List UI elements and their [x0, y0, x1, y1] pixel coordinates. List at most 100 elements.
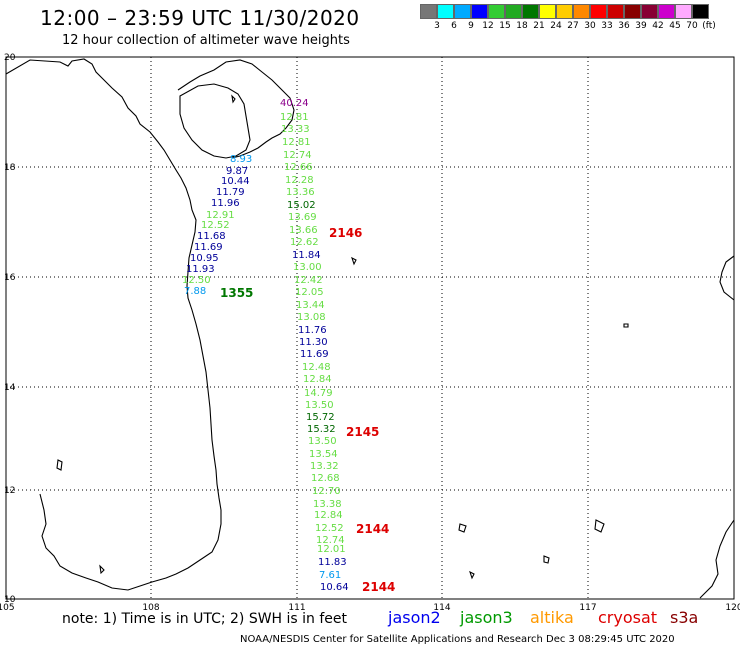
- wave-height-value: 11.30: [299, 337, 328, 348]
- colorbar-label: 70: [686, 21, 698, 31]
- map-subtitle: 12 hour collection of altimeter wave hei…: [62, 33, 350, 48]
- colorbar-label: 42: [652, 21, 664, 31]
- colorbar-label: 33: [601, 21, 613, 31]
- graticule: [6, 57, 734, 599]
- colorbar-label: 27: [567, 21, 579, 31]
- east-coastline-south: [699, 519, 735, 599]
- latitude-label: 18: [4, 163, 16, 173]
- colorbar-swatch: [454, 4, 471, 19]
- colorbar-label: 18: [516, 21, 528, 31]
- wave-height-value: 40.24: [280, 98, 309, 109]
- pass-time-label: 2144: [356, 522, 389, 536]
- wave-height-value: 12.62: [290, 237, 319, 248]
- colorbar-label: (ft): [702, 21, 716, 31]
- wave-height-value: 13.50: [305, 400, 334, 411]
- wave-height-value: 15.32: [307, 424, 336, 435]
- colorbar-label: 36: [618, 21, 630, 31]
- wave-height-value: 12.68: [311, 473, 340, 484]
- colorbar-swatch: [573, 4, 590, 19]
- colorbar-swatch: [505, 4, 522, 19]
- wave-height-value: 10.64: [320, 582, 349, 593]
- latitude-label: 16: [4, 273, 16, 283]
- wave-height-value: 12.91: [206, 210, 235, 221]
- wave-height-value: 13.38: [313, 499, 342, 510]
- wave-height-value: 12.66: [284, 162, 313, 173]
- colorbar-swatch: [556, 4, 573, 19]
- wave-height-value: 13.33: [281, 124, 310, 135]
- wave-height-value: 13.08: [297, 312, 326, 323]
- pass-time-label: 2146: [329, 226, 362, 240]
- latitude-label: 20: [4, 53, 16, 63]
- satellite-legend-altika: altika: [530, 608, 574, 627]
- wave-height-value: 13.69: [288, 212, 317, 223]
- axis-tick-labels: 105 108 111 114 117 120 20 18 16 14 12 10: [0, 53, 740, 613]
- wave-height-value: 13.00: [293, 262, 322, 273]
- wave-height-value: 12.52: [201, 220, 230, 231]
- colorbar-swatch: [471, 4, 488, 19]
- east-coastline: [719, 255, 735, 301]
- colorbar-label: 3: [434, 21, 440, 31]
- wave-height-value: 9.87: [226, 166, 248, 177]
- wave-height-value: 8.93: [230, 154, 252, 165]
- wave-height-value: 11.76: [298, 325, 327, 336]
- colorbar-swatch: [488, 4, 505, 19]
- wave-height-value: 12.81: [282, 137, 311, 148]
- wave-height-value: 10.95: [190, 253, 219, 264]
- colorbar-swatch: [641, 4, 658, 19]
- colorbar-swatch: [658, 4, 675, 19]
- wave-height-value: 12.84: [303, 374, 332, 385]
- colorbar-label: 9: [468, 21, 474, 31]
- colorbar-label: 24: [550, 21, 562, 31]
- colorbar-label: 12: [482, 21, 494, 31]
- wave-height-value: 11.68: [197, 231, 226, 242]
- wave-height-value: 12.42: [294, 275, 323, 286]
- colorbar-swatch: [539, 4, 556, 19]
- pass-time-label: 2144: [362, 580, 395, 594]
- colorbar-swatch: [590, 4, 607, 19]
- colorbar-swatch: [522, 4, 539, 19]
- longitude-label: 117: [579, 603, 596, 613]
- wave-height-value: 12.50: [182, 275, 211, 286]
- colorbar-swatch: [692, 4, 709, 19]
- map-title: 12:00 – 23:59 UTC 11/30/2020: [40, 6, 360, 30]
- colorbar-swatch: [420, 4, 437, 19]
- longitude-label: 105: [0, 603, 15, 613]
- pass-time-label: 1355: [220, 286, 253, 300]
- wave-height-value: 12.28: [285, 175, 314, 186]
- pass-time-labels: 2146 2145 2144 2144 1355: [220, 226, 395, 594]
- island: [458, 523, 467, 533]
- wave-height-value: 11.83: [318, 557, 347, 568]
- island: [469, 570, 475, 580]
- wave-height-value: 13.36: [286, 187, 315, 198]
- wave-height-value: 12.52: [315, 523, 344, 534]
- wave-height-value: 13.50: [308, 436, 337, 447]
- wave-height-value: 11.93: [186, 264, 215, 275]
- colorbar-swatch: [437, 4, 454, 19]
- wave-height-value: 12.01: [317, 544, 346, 555]
- colorbar-swatch: [675, 4, 692, 19]
- satellite-legend-cryosat: cryosat: [598, 608, 658, 627]
- colorbar-label: 6: [451, 21, 457, 31]
- wave-height-value: 11.69: [300, 349, 329, 360]
- longitude-label: 108: [142, 603, 159, 613]
- satellite-legend-jason3: jason3: [460, 608, 513, 627]
- wave-height-value: 12.48: [302, 362, 331, 373]
- wave-height-value: 13.66: [289, 225, 318, 236]
- wave-height-value: 12.81: [280, 112, 309, 123]
- colorbar-labels: 3 6 9 12 15 18 21 24 27 30 33 36 39 42 45 70 (ft): [420, 21, 740, 35]
- colorbar-label: 15: [499, 21, 511, 31]
- colorbar-label: 39: [635, 21, 647, 31]
- longitude-label: 111: [288, 603, 305, 613]
- latitude-label: 10: [4, 595, 16, 605]
- latitude-label: 14: [4, 383, 16, 393]
- wave-height-value: 10.44: [221, 176, 250, 187]
- colorbar-label: 30: [584, 21, 596, 31]
- satellite-legend-jason2: jason2: [388, 608, 441, 627]
- longitude-label: 114: [433, 603, 450, 613]
- china-coastline: [177, 59, 295, 159]
- wave-height-observations: 40.2412.8113.3312.8112.7412.6612.2813.36…: [182, 98, 349, 593]
- wave-height-value: 14.79: [304, 388, 333, 399]
- wave-height-value: 11.96: [211, 198, 240, 209]
- wave-height-value: 12.84: [314, 510, 343, 521]
